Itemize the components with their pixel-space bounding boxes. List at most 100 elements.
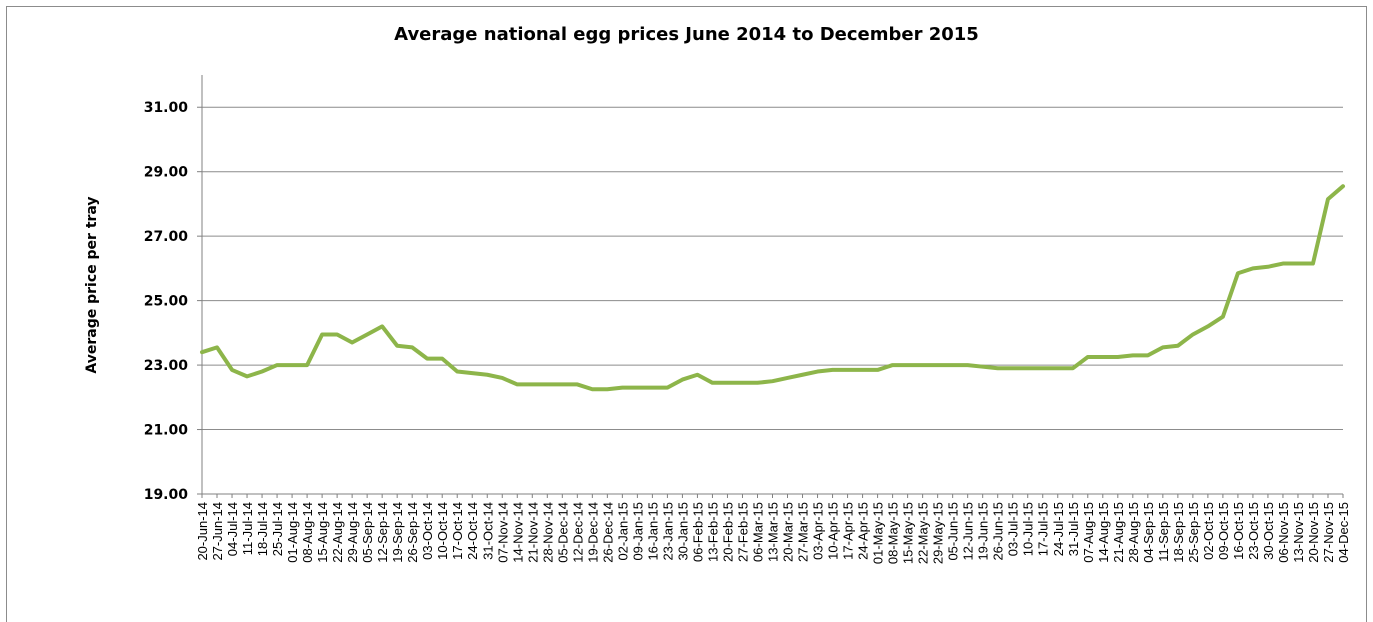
data-point	[1132, 354, 1134, 356]
x-tick-label: 17-Jul-15	[1036, 502, 1051, 556]
data-point	[426, 358, 428, 360]
data-point	[952, 364, 954, 366]
x-tick-label: 21-Nov-14	[525, 502, 540, 563]
data-point	[321, 333, 323, 335]
x-tick-label: 19-Sep-14	[390, 502, 405, 563]
x-tick-label: 06-Feb-15	[690, 502, 705, 562]
x-tick-label: 09-Jan-15	[630, 502, 645, 561]
data-point	[636, 387, 638, 389]
x-tick-label: 24-Apr-15	[856, 502, 871, 560]
data-point	[1027, 367, 1029, 369]
y-tick-labels: 19.00 21.00 23.00 25.00 27.00 29.00 31.00	[144, 100, 189, 503]
data-point	[591, 388, 593, 390]
data-point	[741, 382, 743, 384]
x-tick-label: 02-Jan-15	[615, 502, 630, 561]
x-tick-label: 12-Dec-14	[570, 502, 585, 563]
data-point	[1042, 367, 1044, 369]
y-tick-label: 19.00	[144, 487, 189, 503]
data-point	[1282, 263, 1284, 265]
data-point	[651, 387, 653, 389]
x-tick-label: 02-Oct-15	[1201, 502, 1216, 560]
x-tick-label: 31-Oct-14	[480, 502, 495, 560]
data-point	[1297, 263, 1299, 265]
data-point	[922, 364, 924, 366]
data-point	[937, 364, 939, 366]
data-point	[621, 387, 623, 389]
data-point	[772, 380, 773, 382]
data-point	[366, 333, 368, 335]
x-tick-label: 08-Aug-14	[300, 502, 315, 563]
x-tick-label: 04-Jul-14	[225, 502, 240, 556]
data-point	[351, 342, 353, 344]
x-tick-label: 20-Feb-15	[720, 502, 735, 562]
y-tick-label: 31.00	[144, 100, 189, 116]
series-line	[200, 184, 1345, 392]
x-tick-label: 11-Sep-15	[1156, 502, 1171, 562]
data-point	[606, 388, 608, 390]
x-tick-label: 04-Dec-15	[1336, 502, 1351, 563]
x-tick-label: 27-Jun-14	[210, 502, 225, 561]
x-tick-label: 05-Dec-14	[555, 502, 570, 563]
data-point	[892, 364, 894, 366]
data-point	[411, 346, 413, 348]
data-point	[216, 346, 218, 348]
data-point	[681, 379, 683, 381]
x-tick-label: 22-May-15	[916, 502, 931, 564]
x-tick-label: 01-Aug-14	[285, 502, 300, 563]
x-tick-label: 29-Aug-14	[345, 502, 360, 563]
data-point	[787, 377, 789, 379]
x-tick-label: 19-Dec-14	[585, 502, 600, 563]
x-tick-label: 20-Jun-14	[195, 502, 210, 561]
data-point	[396, 345, 398, 347]
data-point	[561, 383, 563, 385]
x-tick-label: 07-Aug-15	[1081, 502, 1096, 563]
data-point	[1162, 346, 1164, 348]
data-point	[696, 374, 698, 376]
x-tick-label: 27-Feb-15	[735, 502, 750, 562]
x-tick-label: 05-Sep-14	[360, 502, 375, 563]
x-tick-label: 13-Feb-15	[705, 502, 720, 562]
data-point	[546, 383, 548, 385]
y-tick-label: 27.00	[144, 229, 189, 245]
x-tick-label: 18-Sep-15	[1171, 502, 1186, 563]
data-point	[1267, 266, 1269, 268]
x-tick-label: 15-May-15	[901, 502, 916, 564]
data-point	[516, 383, 518, 385]
y-tick-label: 23.00	[144, 358, 189, 374]
x-tick-label: 27-Mar-15	[796, 502, 811, 562]
x-tick-label: 04-Sep-15	[1141, 502, 1156, 563]
data-point	[832, 369, 834, 371]
data-point	[471, 372, 473, 374]
x-tick-label: 16-Jan-15	[645, 502, 660, 561]
x-tick-label: 28-Aug-15	[1126, 502, 1141, 563]
data-point	[907, 364, 909, 366]
x-tick-label: 06-Nov-15	[1276, 502, 1291, 563]
data-point	[862, 369, 864, 371]
x-tick-label: 23-Oct-15	[1246, 502, 1261, 560]
data-point	[1252, 267, 1254, 269]
y-tick-label: 25.00	[144, 294, 189, 310]
y-tick-label: 29.00	[144, 165, 189, 181]
x-tick-label: 26-Dec-14	[600, 502, 615, 563]
x-tick-label: 12-Sep-14	[375, 502, 390, 563]
data-point	[201, 351, 203, 353]
x-tick-label: 20-Mar-15	[781, 502, 796, 562]
x-tick-label: 03-Oct-14	[420, 502, 435, 560]
data-point	[982, 366, 984, 368]
x-tick-label: 24-Jul-15	[1051, 502, 1066, 556]
data-point	[1207, 325, 1209, 327]
x-tick-label: 20-Nov-15	[1306, 502, 1321, 563]
data-point	[877, 369, 879, 371]
axes	[197, 75, 1344, 498]
x-tick-label: 19-Jun-15	[976, 502, 991, 561]
data-point	[1192, 333, 1194, 335]
data-point	[276, 364, 278, 366]
chart-frame	[6, 6, 1367, 622]
x-tick-label: 12-Jun-15	[961, 502, 976, 561]
x-tick-label: 06-Mar-15	[750, 502, 765, 562]
data-point	[1147, 354, 1149, 356]
data-point	[1312, 263, 1314, 265]
data-point	[486, 374, 488, 376]
data-point	[1237, 272, 1239, 274]
x-tick-label: 10-Apr-15	[826, 502, 841, 560]
